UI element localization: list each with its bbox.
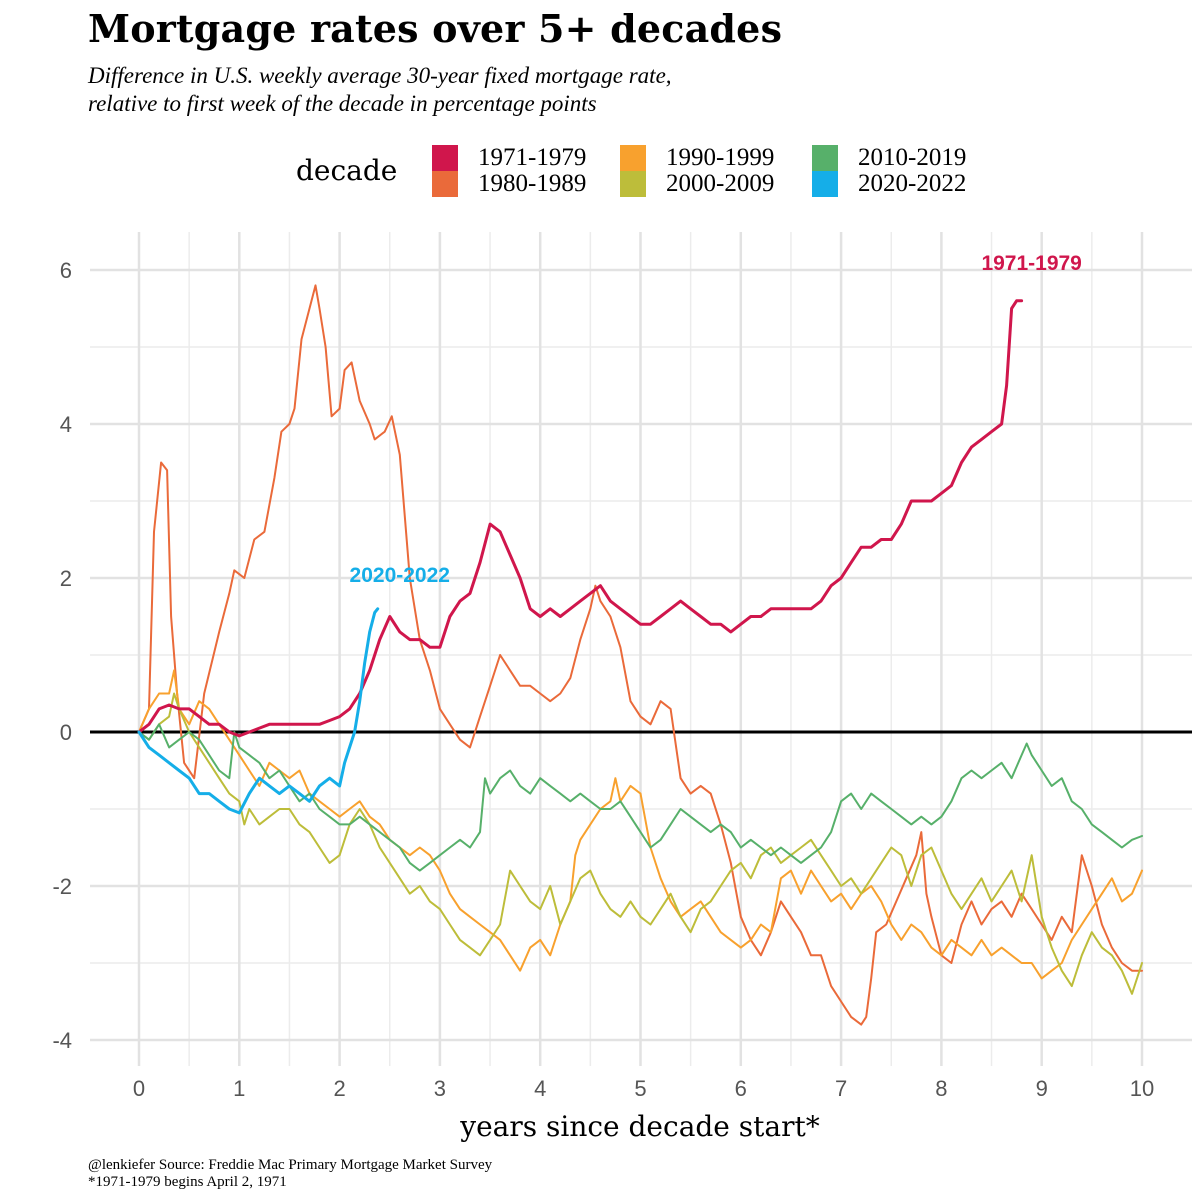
- legend-label: 1971-1979: [478, 144, 587, 171]
- subtitle-line-1: Difference in U.S. weekly average 30-yea…: [88, 63, 672, 88]
- y-tick-label: 4: [60, 412, 72, 437]
- y-tick-label: 0: [60, 720, 72, 745]
- series-line-1980-1989: [138, 284, 1143, 1026]
- legend-item-1990-1999: 1990-1999: [620, 144, 775, 171]
- x-tick-label: 5: [634, 1076, 646, 1101]
- x-tick-label: 2: [333, 1076, 345, 1101]
- x-tick-label: 0: [133, 1076, 145, 1101]
- line-chart: 0 1 2 3 4 5 6 7 8 9 10 -4 -2 0 2 4 6 years since decade s…: [52, 232, 1192, 1143]
- legend-label: 1980-1989: [478, 170, 587, 197]
- footer: @lenkiefer Source: Freddie Mac Primary M…: [88, 1157, 492, 1191]
- x-tick-label: 9: [1036, 1076, 1048, 1101]
- date-note: *1971-1979 begins April 2, 1971: [88, 1174, 287, 1190]
- legend-swatch: [432, 171, 458, 197]
- chart-subtitle: Difference in U.S. weekly average 30-yea…: [88, 62, 672, 118]
- y-tick-label: -4: [52, 1028, 72, 1053]
- legend-label: 2000-2009: [666, 170, 775, 197]
- legend-swatch: [812, 171, 838, 197]
- series-lines: [137, 284, 1143, 1026]
- legend-title: decade: [296, 154, 398, 187]
- series-line-2020-2022: [137, 607, 380, 815]
- x-tick-label: 6: [735, 1076, 747, 1101]
- legend-swatch: [432, 145, 458, 171]
- annotations: 1971-1979 2020-2022: [350, 252, 1082, 587]
- legend-label: 2020-2022: [858, 170, 967, 197]
- x-tick-label: 3: [434, 1076, 446, 1101]
- grid: [90, 232, 1192, 1066]
- x-tick-label: 7: [835, 1076, 847, 1101]
- annotation-label-2020-2022: 2020-2022: [350, 564, 450, 587]
- axes: 0 1 2 3 4 5 6 7 8 9 10 -4 -2 0 2 4 6 years since decade s…: [52, 258, 1192, 1143]
- legend-swatch: [620, 145, 646, 171]
- x-tick-label: 10: [1130, 1076, 1154, 1101]
- series-line-1971-1979: [137, 299, 1024, 738]
- x-tick-label: 4: [534, 1076, 546, 1101]
- y-tick-label: -2: [52, 874, 72, 899]
- legend-item-2020-2022: 2020-2022: [812, 170, 967, 197]
- legend-item-2000-2009: 2000-2009: [620, 170, 775, 197]
- series-line-2000-2009: [138, 692, 1143, 995]
- legend-item-1980-1989: 1980-1989: [432, 170, 587, 197]
- source-note: @lenkiefer Source: Freddie Mac Primary M…: [88, 1157, 493, 1173]
- series-line-2010-2019: [138, 723, 1143, 872]
- x-tick-label: 1: [233, 1076, 245, 1101]
- series-line-1990-1999: [138, 669, 1143, 980]
- annotation-label-1971-1979: 1971-1979: [981, 252, 1081, 275]
- x-tick-label: 8: [935, 1076, 947, 1101]
- y-tick-label: 6: [60, 258, 72, 283]
- legend-item-2010-2019: 2010-2019: [812, 144, 967, 171]
- x-axis-label: years since decade start*: [459, 1110, 819, 1143]
- chart-title: Mortgage rates over 5+ decades: [88, 6, 783, 51]
- legend-item-1971-1979: 1971-1979: [432, 144, 587, 171]
- legend-swatch: [812, 145, 838, 171]
- subtitle-line-2: relative to first week of the decade in …: [88, 91, 597, 116]
- y-tick-label: 2: [60, 566, 72, 591]
- legend-label: 1990-1999: [666, 144, 775, 171]
- legend-label: 2010-2019: [858, 144, 967, 171]
- legend-swatch: [620, 171, 646, 197]
